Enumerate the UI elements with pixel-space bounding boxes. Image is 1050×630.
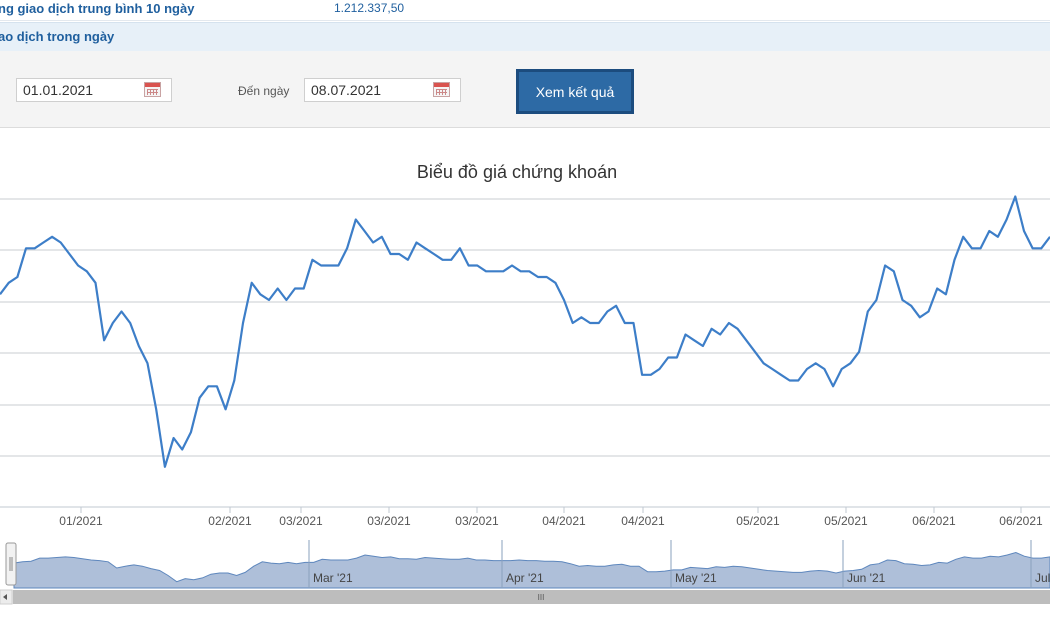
x-tick-label: 02/2021	[208, 514, 252, 528]
x-tick-label: 03/2021	[367, 514, 411, 528]
x-tick-label: 04/2021	[621, 514, 665, 528]
navigator-month-lines: Mar '21 Apr '21 May '21 Jun '21 Jul	[308, 540, 1050, 588]
navigator-label: Mar '21	[313, 571, 353, 585]
scrollbar-grip: III	[538, 593, 545, 602]
chevron-left-icon	[3, 594, 7, 600]
navigator-label: Apr '21	[506, 571, 544, 585]
summary-row: ng giao dịch trung bình 10 ngày 1.212.33…	[0, 0, 1050, 21]
date-filter: Đến ngày Xem kết quả	[0, 51, 1050, 128]
x-tick-label: 05/2021	[736, 514, 780, 528]
navigator-label: Jul	[1035, 571, 1050, 585]
scrollbar[interactable]: III	[0, 589, 1050, 605]
chart-title: Biểu đồ giá chứng khoán	[416, 162, 618, 182]
x-tick-label: 04/2021	[542, 514, 586, 528]
navigator-area	[13, 551, 1050, 589]
scrollbar-thumb[interactable]	[13, 590, 1050, 604]
to-date-input[interactable]	[305, 79, 421, 101]
navigator-label: May '21	[675, 571, 717, 585]
x-tick-label: 06/2021	[999, 514, 1043, 528]
price-line	[0, 195, 1050, 468]
section-title: ao dịch trong ngày	[0, 29, 115, 44]
x-tick-label: 06/2021	[912, 514, 956, 528]
to-date-label: Đến ngày	[238, 84, 290, 98]
summary-value: 1.212.337,50	[334, 1, 405, 15]
from-date-input[interactable]	[17, 79, 133, 101]
navigator[interactable]: Mar '21 Apr '21 May '21 Jun '21 Jul	[0, 540, 1050, 589]
x-tick-label: 05/2021	[824, 514, 868, 528]
navigator-handle-left[interactable]	[5, 542, 17, 586]
x-tick-label: 01/2021	[59, 514, 103, 528]
navigator-label: Jun '21	[847, 571, 886, 585]
from-date-field[interactable]	[16, 78, 172, 102]
calendar-icon[interactable]	[433, 82, 450, 97]
to-date-field[interactable]	[304, 78, 461, 102]
calendar-icon[interactable]	[144, 82, 161, 97]
x-tick-label: 03/2021	[455, 514, 499, 528]
x-tick-label: 03/2021	[279, 514, 323, 528]
summary-label: ng giao dịch trung bình 10 ngày	[0, 1, 195, 16]
x-axis-ticks: 01/2021 02/2021 03/2021 03/2021 03/2021 04/20…	[59, 507, 1043, 528]
view-results-button[interactable]: Xem kết quả	[516, 69, 634, 114]
grid-lines	[0, 198, 1050, 457]
